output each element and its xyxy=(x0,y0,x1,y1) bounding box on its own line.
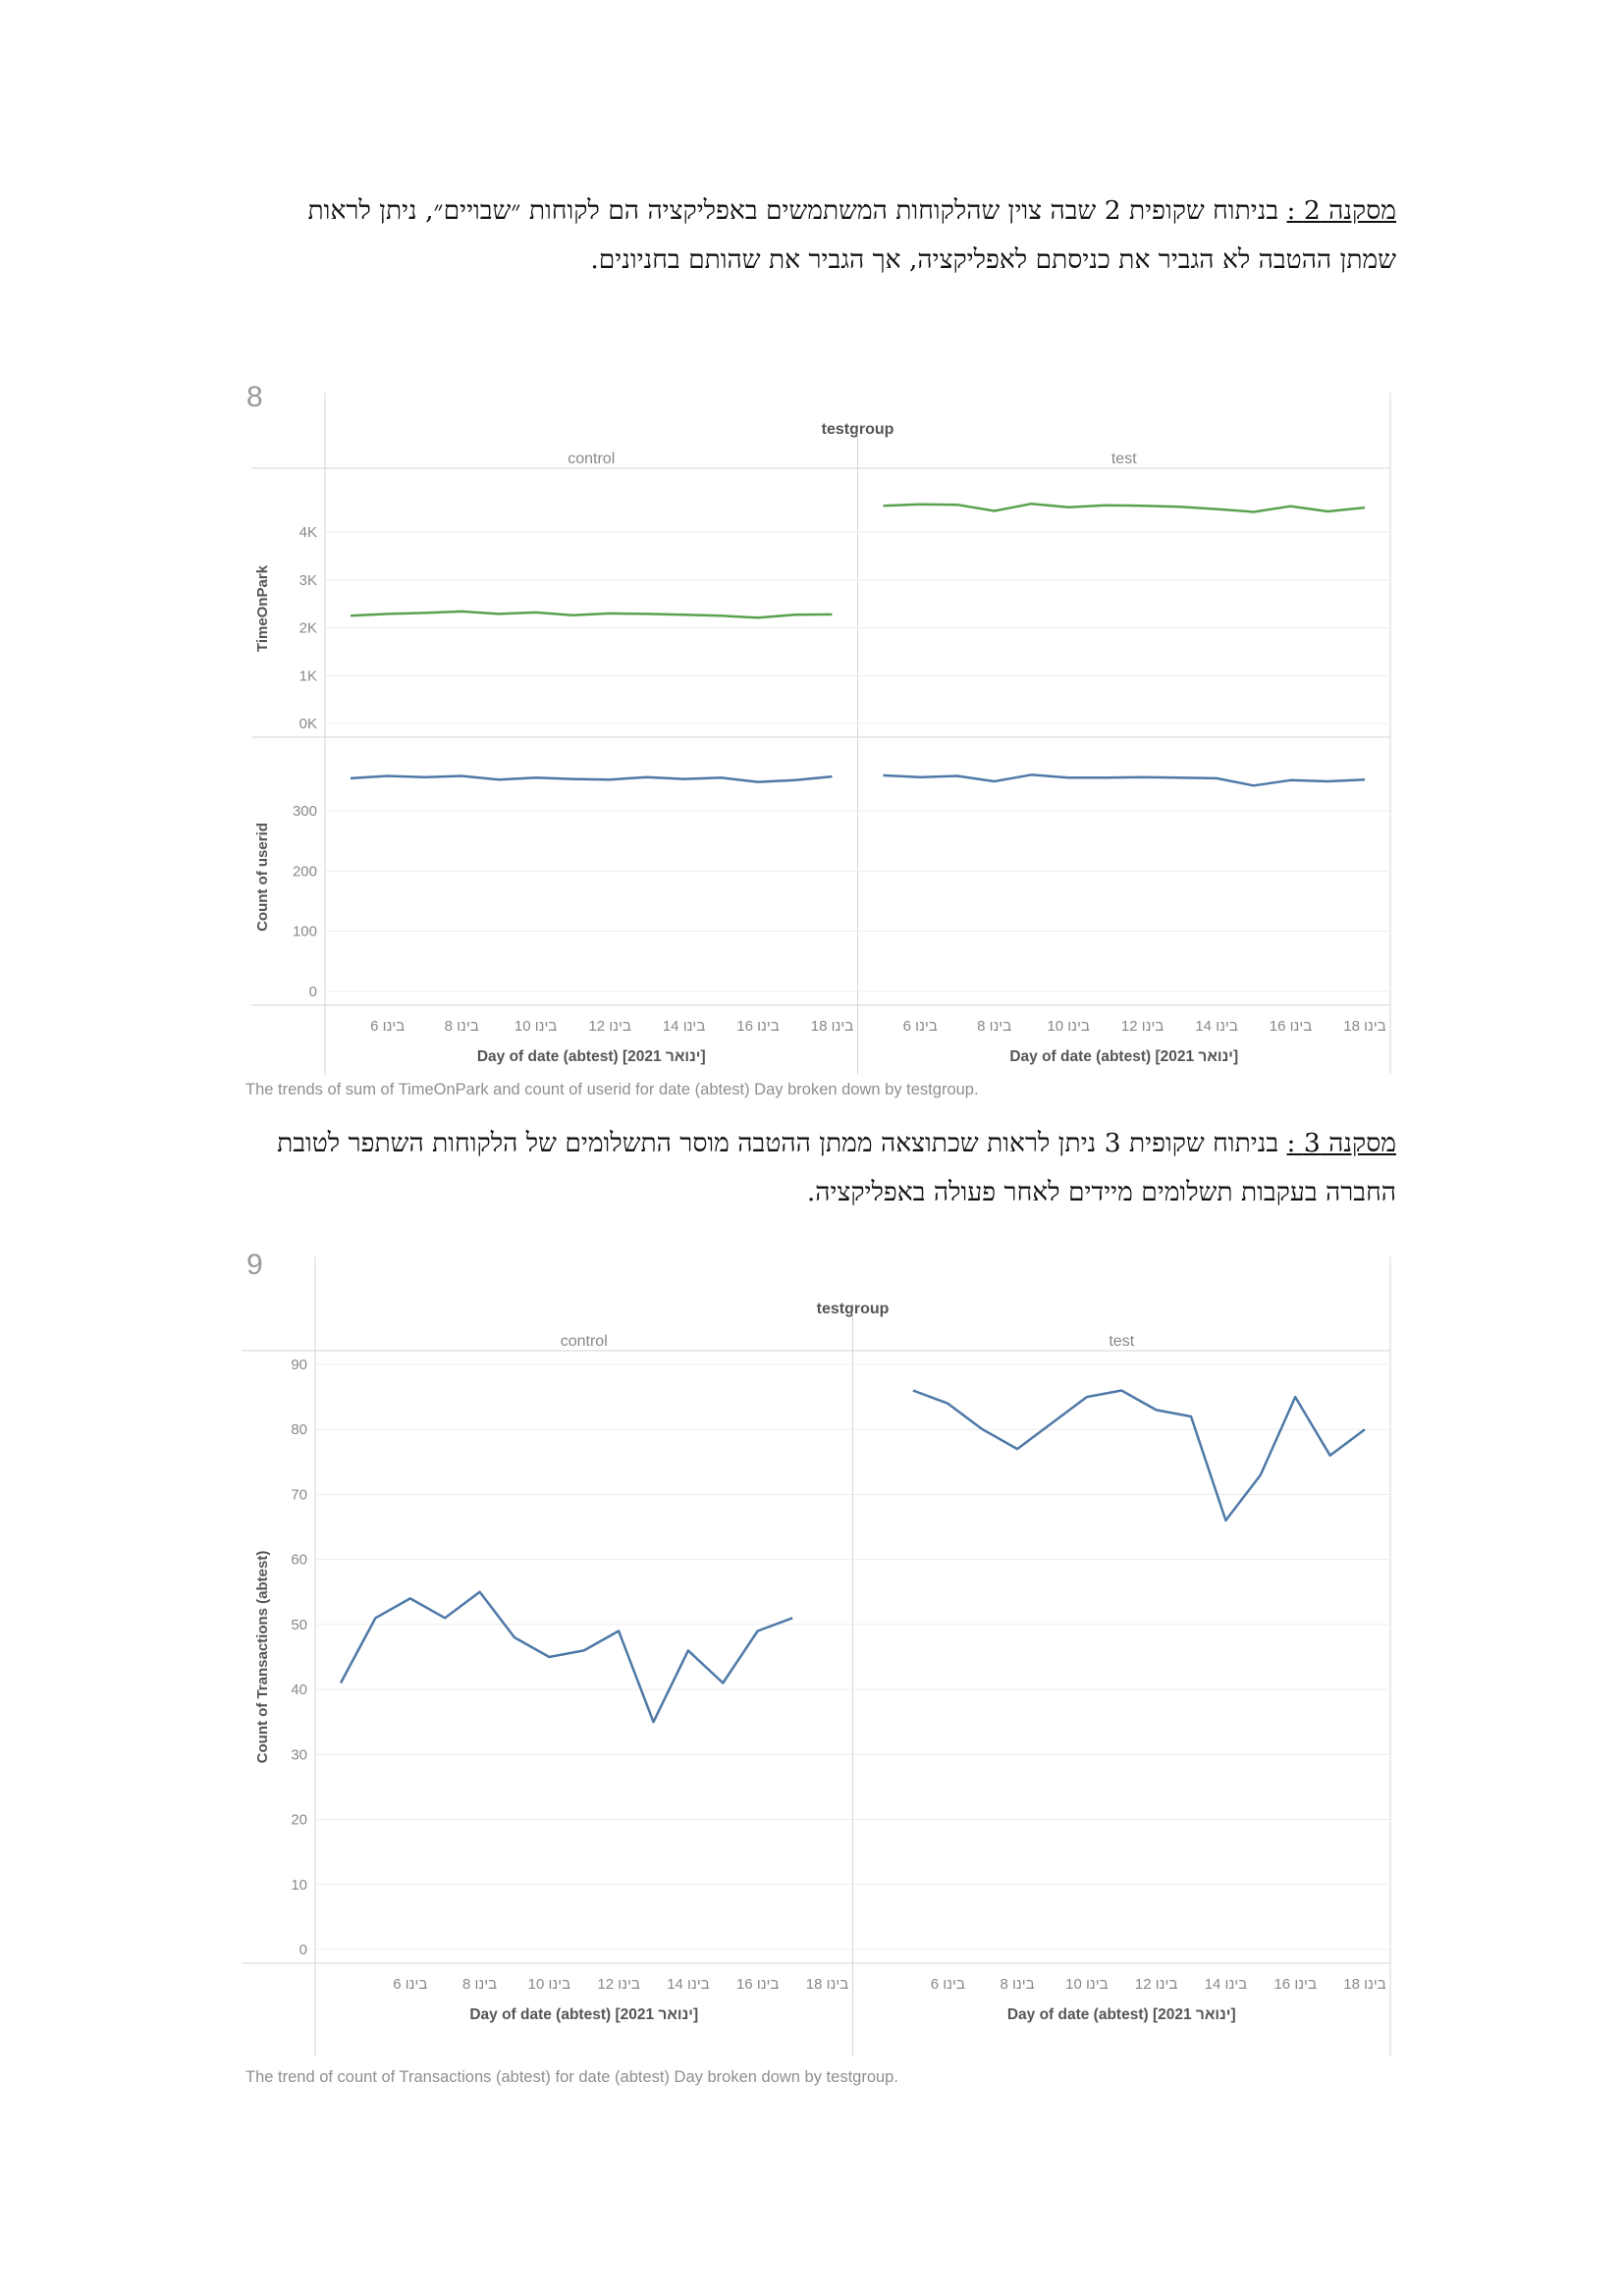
panel-label-control: control xyxy=(568,451,615,467)
figure-9-number: 9 xyxy=(246,1249,263,1281)
x-tick-label: 8 בינו xyxy=(462,1976,497,1993)
x-tick-label: 16 בינו xyxy=(1270,1018,1312,1035)
y-tick-label: 30 xyxy=(291,1746,307,1763)
y-tick-label: 90 xyxy=(291,1357,307,1373)
conclusion-3-text: בניתוח שקופית 3 ניתן לראות שכתוצאה ממתן … xyxy=(277,1128,1396,1207)
conclusion-2-paragraph: מסקנה 2 : בניתוח שקופית 2 שבה צוין שהלקו… xyxy=(265,187,1396,285)
facet-header-title: testgroup xyxy=(817,1301,890,1317)
conclusion-3-paragraph: מסקנה 3 : בניתוח שקופית 3 ניתן לראות שכת… xyxy=(265,1119,1396,1217)
x-tick-label: 16 בינו xyxy=(1273,1976,1316,1993)
y-tick-label: 1K xyxy=(299,667,317,684)
x-tick-label: 18 בינו xyxy=(811,1018,853,1035)
x-tick-label: 12 בינו xyxy=(1135,1976,1177,1993)
panel-label-control: control xyxy=(561,1333,608,1350)
x-tick-label: 6 בינו xyxy=(370,1018,405,1035)
y-tick-label: 50 xyxy=(291,1617,307,1633)
conclusion-2-text: בניתוח שקופית 2 שבה צוין שהלקוחות המשתמש… xyxy=(307,195,1396,275)
x-tick-label: 6 בינו xyxy=(393,1976,427,1993)
series-line-control xyxy=(350,610,833,619)
figure-9-chart: testgroup control test 0 10 20 30 40 50 60 70 80 90 C… xyxy=(242,1256,1391,2056)
y-axis-label: Count of Transactions (abtest) xyxy=(254,1551,271,1764)
y-tick-label: 300 xyxy=(293,803,317,820)
y-tick-label: 3K xyxy=(299,572,317,589)
y-axis-label: Count of userid xyxy=(254,823,271,932)
x-tick-label: 18 בינו xyxy=(1343,1018,1385,1035)
series-line-control xyxy=(339,1590,793,1724)
x-axis-label: Day of date (abtest) [ינואר 2021] xyxy=(1009,1048,1238,1065)
x-tick-label: 8 בינו xyxy=(1001,1976,1035,1993)
y-tick-label: 0 xyxy=(299,1942,307,1958)
y-axis-label: TimeOnPark xyxy=(254,564,271,652)
facet-header-title: testgroup xyxy=(822,421,894,438)
x-axis-label: Day of date (abtest) [ינואר 2021] xyxy=(1007,2006,1236,2023)
y-tick-label: 200 xyxy=(293,863,317,880)
x-tick-label: 18 בינו xyxy=(1343,1976,1385,1993)
figure-8-chart: testgroup control test 0K 1K 2K 3K 4K TimeOnPark… xyxy=(251,393,1391,1075)
y-tick-label: 2K xyxy=(299,620,317,637)
conclusion-2-label: מסקנה 2 : xyxy=(1286,195,1396,226)
x-tick-label: 10 בינו xyxy=(1047,1018,1089,1035)
x-tick-label: 16 בינו xyxy=(736,1976,779,1993)
x-tick-label: 6 בינו xyxy=(931,1976,965,1993)
y-tick-label: 40 xyxy=(291,1682,307,1698)
x-tick-label: 16 בינו xyxy=(736,1018,779,1035)
y-tick-label: 60 xyxy=(291,1552,307,1569)
y-tick-label: 0 xyxy=(309,984,317,1000)
y-tick-label: 80 xyxy=(291,1421,307,1438)
figure-9-caption: The trend of count of Transactions (abte… xyxy=(245,2068,898,2086)
series-line-test xyxy=(912,1389,1366,1522)
x-tick-label: 14 בינו xyxy=(1205,1976,1247,1993)
series-line-test xyxy=(883,774,1366,787)
x-axis-label: Day of date (abtest) [ינואר 2021] xyxy=(477,1048,706,1065)
x-tick-label: 14 בינו xyxy=(663,1018,705,1035)
panel-label-test: test xyxy=(1111,451,1137,467)
series-line-control xyxy=(350,774,833,783)
y-tick-label: 10 xyxy=(291,1877,307,1894)
x-tick-label: 6 בינו xyxy=(903,1018,938,1035)
x-tick-label: 14 בינו xyxy=(667,1976,709,1993)
x-tick-label: 10 בינו xyxy=(528,1976,570,1993)
x-tick-label: 8 בינו xyxy=(445,1018,479,1035)
y-tick-label: 0K xyxy=(299,716,317,732)
y-tick-label: 70 xyxy=(291,1486,307,1503)
x-tick-label: 12 בינו xyxy=(588,1018,630,1035)
y-tick-label: 4K xyxy=(299,524,317,541)
figure-8-number: 8 xyxy=(246,381,263,413)
y-tick-label: 100 xyxy=(293,924,317,940)
x-tick-label: 12 בינו xyxy=(597,1976,639,1993)
figure-8-caption: The trends of sum of TimeOnPark and coun… xyxy=(245,1081,979,1098)
x-tick-label: 18 בינו xyxy=(806,1976,848,1993)
x-tick-label: 10 בינו xyxy=(514,1018,557,1035)
x-tick-label: 8 בינו xyxy=(977,1018,1011,1035)
series-line-test xyxy=(883,502,1366,513)
x-tick-label: 12 בינו xyxy=(1121,1018,1164,1035)
y-tick-label: 20 xyxy=(291,1812,307,1829)
x-axis-label: Day of date (abtest) [ינואר 2021] xyxy=(469,2006,698,2023)
panel-label-test: test xyxy=(1109,1333,1134,1350)
conclusion-3-label: מסקנה 3 : xyxy=(1286,1128,1396,1158)
x-tick-label: 10 בינו xyxy=(1065,1976,1108,1993)
x-tick-label: 14 בינו xyxy=(1195,1018,1237,1035)
